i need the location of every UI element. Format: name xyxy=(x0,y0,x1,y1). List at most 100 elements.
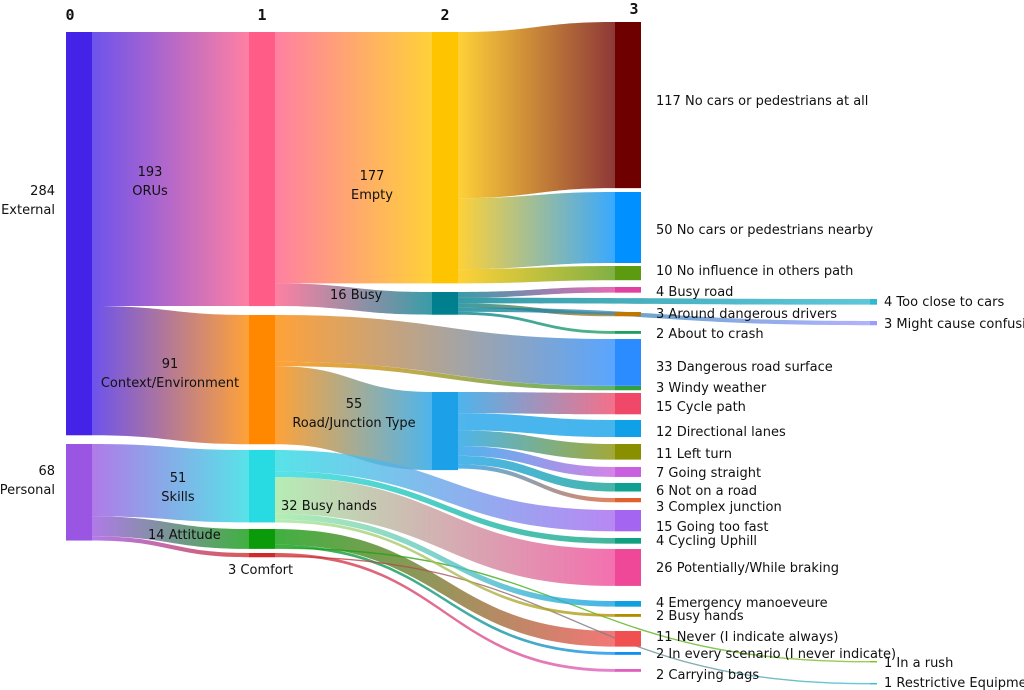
node-label-toofast: 15 Going too fast xyxy=(656,520,769,535)
link-busy-to-busyroad xyxy=(458,287,615,298)
node-busy xyxy=(432,292,458,315)
node-value: 3 xyxy=(656,500,664,515)
node-name: Busy hands xyxy=(668,609,743,624)
node-name: Never (I indicate always) xyxy=(677,630,839,645)
node-name: Cycling Uphill xyxy=(668,534,757,549)
node-value: 117 xyxy=(656,94,681,109)
node-name: Complex junction xyxy=(668,500,781,515)
node-name: Not on a road xyxy=(668,484,757,499)
node-name: Going straight xyxy=(668,466,761,481)
node-value: 7 xyxy=(656,466,664,481)
column-header-0: 0 xyxy=(65,6,74,24)
node-windy xyxy=(615,386,641,391)
node-name: No cars or pedestrians nearby xyxy=(677,223,874,238)
node-empty xyxy=(432,32,458,284)
node-roadjunction xyxy=(432,392,458,471)
node-everyscenario xyxy=(615,652,641,655)
node-value: 32 xyxy=(281,499,298,514)
node-label-emergency: 4 Emergency manoeveure xyxy=(656,596,828,611)
node-never xyxy=(615,631,641,647)
link-roadjunction-to-straight xyxy=(458,445,615,477)
node-complex xyxy=(615,498,641,503)
link-roadjunction-to-cyclepath xyxy=(458,392,615,415)
node-label-cyclepath: 15 Cycle path xyxy=(656,400,746,415)
node-skills xyxy=(249,450,275,523)
node-value: 4 xyxy=(656,534,664,549)
node-name: Personal xyxy=(0,483,55,498)
link-orus-to-busy xyxy=(275,283,432,315)
node-value: 2 xyxy=(656,327,664,342)
node-leftturn xyxy=(615,444,641,460)
node-label-personal: 68 Personal xyxy=(0,464,55,498)
node-value: 1 xyxy=(884,676,892,690)
node-name: Restrictive Equipment xyxy=(896,676,1024,690)
link-busyhands32-to-emergency xyxy=(275,513,615,607)
link-empty-to-nocars xyxy=(458,22,615,199)
node-labels: 284 External 68 Personal 193 ORUs 91 Context/En… xyxy=(0,94,1024,690)
link-attitude-to-rush xyxy=(275,547,870,663)
node-label-uphill: 4 Cycling Uphill xyxy=(656,534,757,549)
node-nocarsnearby xyxy=(615,192,641,263)
node-value: 50 xyxy=(656,223,673,238)
node-context xyxy=(249,315,275,445)
node-name: Left turn xyxy=(677,447,732,462)
node-name: In a rush xyxy=(896,656,953,671)
node-label-notonroad: 6 Not on a road xyxy=(656,484,757,499)
node-label-comfort: 3 Comfort xyxy=(228,563,293,578)
link-personal-to-comfort xyxy=(92,536,249,558)
node-label-restrictive: 1 Restrictive Equipment xyxy=(884,676,1024,690)
node-name: Directional lanes xyxy=(677,425,786,440)
node-tooclose xyxy=(870,299,877,305)
node-value: 4 xyxy=(656,596,664,611)
link-busyhands32-to-braking xyxy=(275,477,615,586)
node-label-rush: 1 In a rush xyxy=(884,656,953,671)
node-name: Empty xyxy=(351,188,393,203)
node-name: Busy xyxy=(351,288,383,303)
node-name: Around dangerous drivers xyxy=(668,307,837,322)
node-cyclepath xyxy=(615,393,641,415)
node-label-tooclose: 4 Too close to cars xyxy=(884,295,1004,310)
node-label-windy: 3 Windy weather xyxy=(656,381,767,396)
node-value: 12 xyxy=(656,425,673,440)
node-value: 11 xyxy=(656,630,673,645)
node-label-surface: 33 Dangerous road surface xyxy=(656,360,833,375)
node-label-arounddanger: 3 Around dangerous drivers xyxy=(656,307,837,322)
node-value: 10 xyxy=(656,264,673,279)
node-label-straight: 7 Going straight xyxy=(656,466,761,481)
node-label-orus: 193 ORUs xyxy=(132,165,168,199)
node-surface xyxy=(615,339,641,386)
node-name: Comfort xyxy=(240,563,293,578)
node-value: 14 xyxy=(148,528,165,543)
link-skills-to-uphill xyxy=(275,471,615,544)
node-name: Dangerous road surface xyxy=(677,360,833,375)
node-label-nocarsnearby: 50 No cars or pedestrians nearby xyxy=(656,223,874,238)
node-value: 4 xyxy=(884,295,892,310)
node-name: No cars or pedestrians at all xyxy=(685,94,868,109)
node-name: Attitude xyxy=(169,528,221,543)
node-directional xyxy=(615,420,641,438)
link-comfort-to-restrictive xyxy=(275,555,870,685)
link-skills-to-toofast xyxy=(275,450,615,532)
node-name: Emergency manoeveure xyxy=(668,596,827,611)
node-label-braking: 26 Potentially/While braking xyxy=(656,561,839,576)
node-value: 15 xyxy=(656,520,673,535)
node-uphill xyxy=(615,538,641,544)
node-value: 3 xyxy=(228,563,236,578)
node-name: About to crash xyxy=(668,327,763,342)
node-label-empty: 177 Empty xyxy=(351,169,393,203)
link-empty-to-noinfluence xyxy=(458,266,615,284)
node-external xyxy=(66,32,92,436)
node-name: No influence in others path xyxy=(677,264,854,279)
links xyxy=(92,22,870,685)
node-nocars xyxy=(615,22,641,189)
node-name: ORUs xyxy=(132,184,168,199)
node-name: Potentially/While braking xyxy=(677,561,839,576)
link-orus-to-empty xyxy=(275,32,432,284)
node-crash xyxy=(615,331,641,334)
node-value: 11 xyxy=(656,447,673,462)
link-context-to-surface xyxy=(275,315,615,386)
node-value: 284 xyxy=(30,184,55,199)
node-name: Cycle path xyxy=(677,400,746,415)
node-braking xyxy=(615,549,641,586)
node-value: 15 xyxy=(656,400,673,415)
